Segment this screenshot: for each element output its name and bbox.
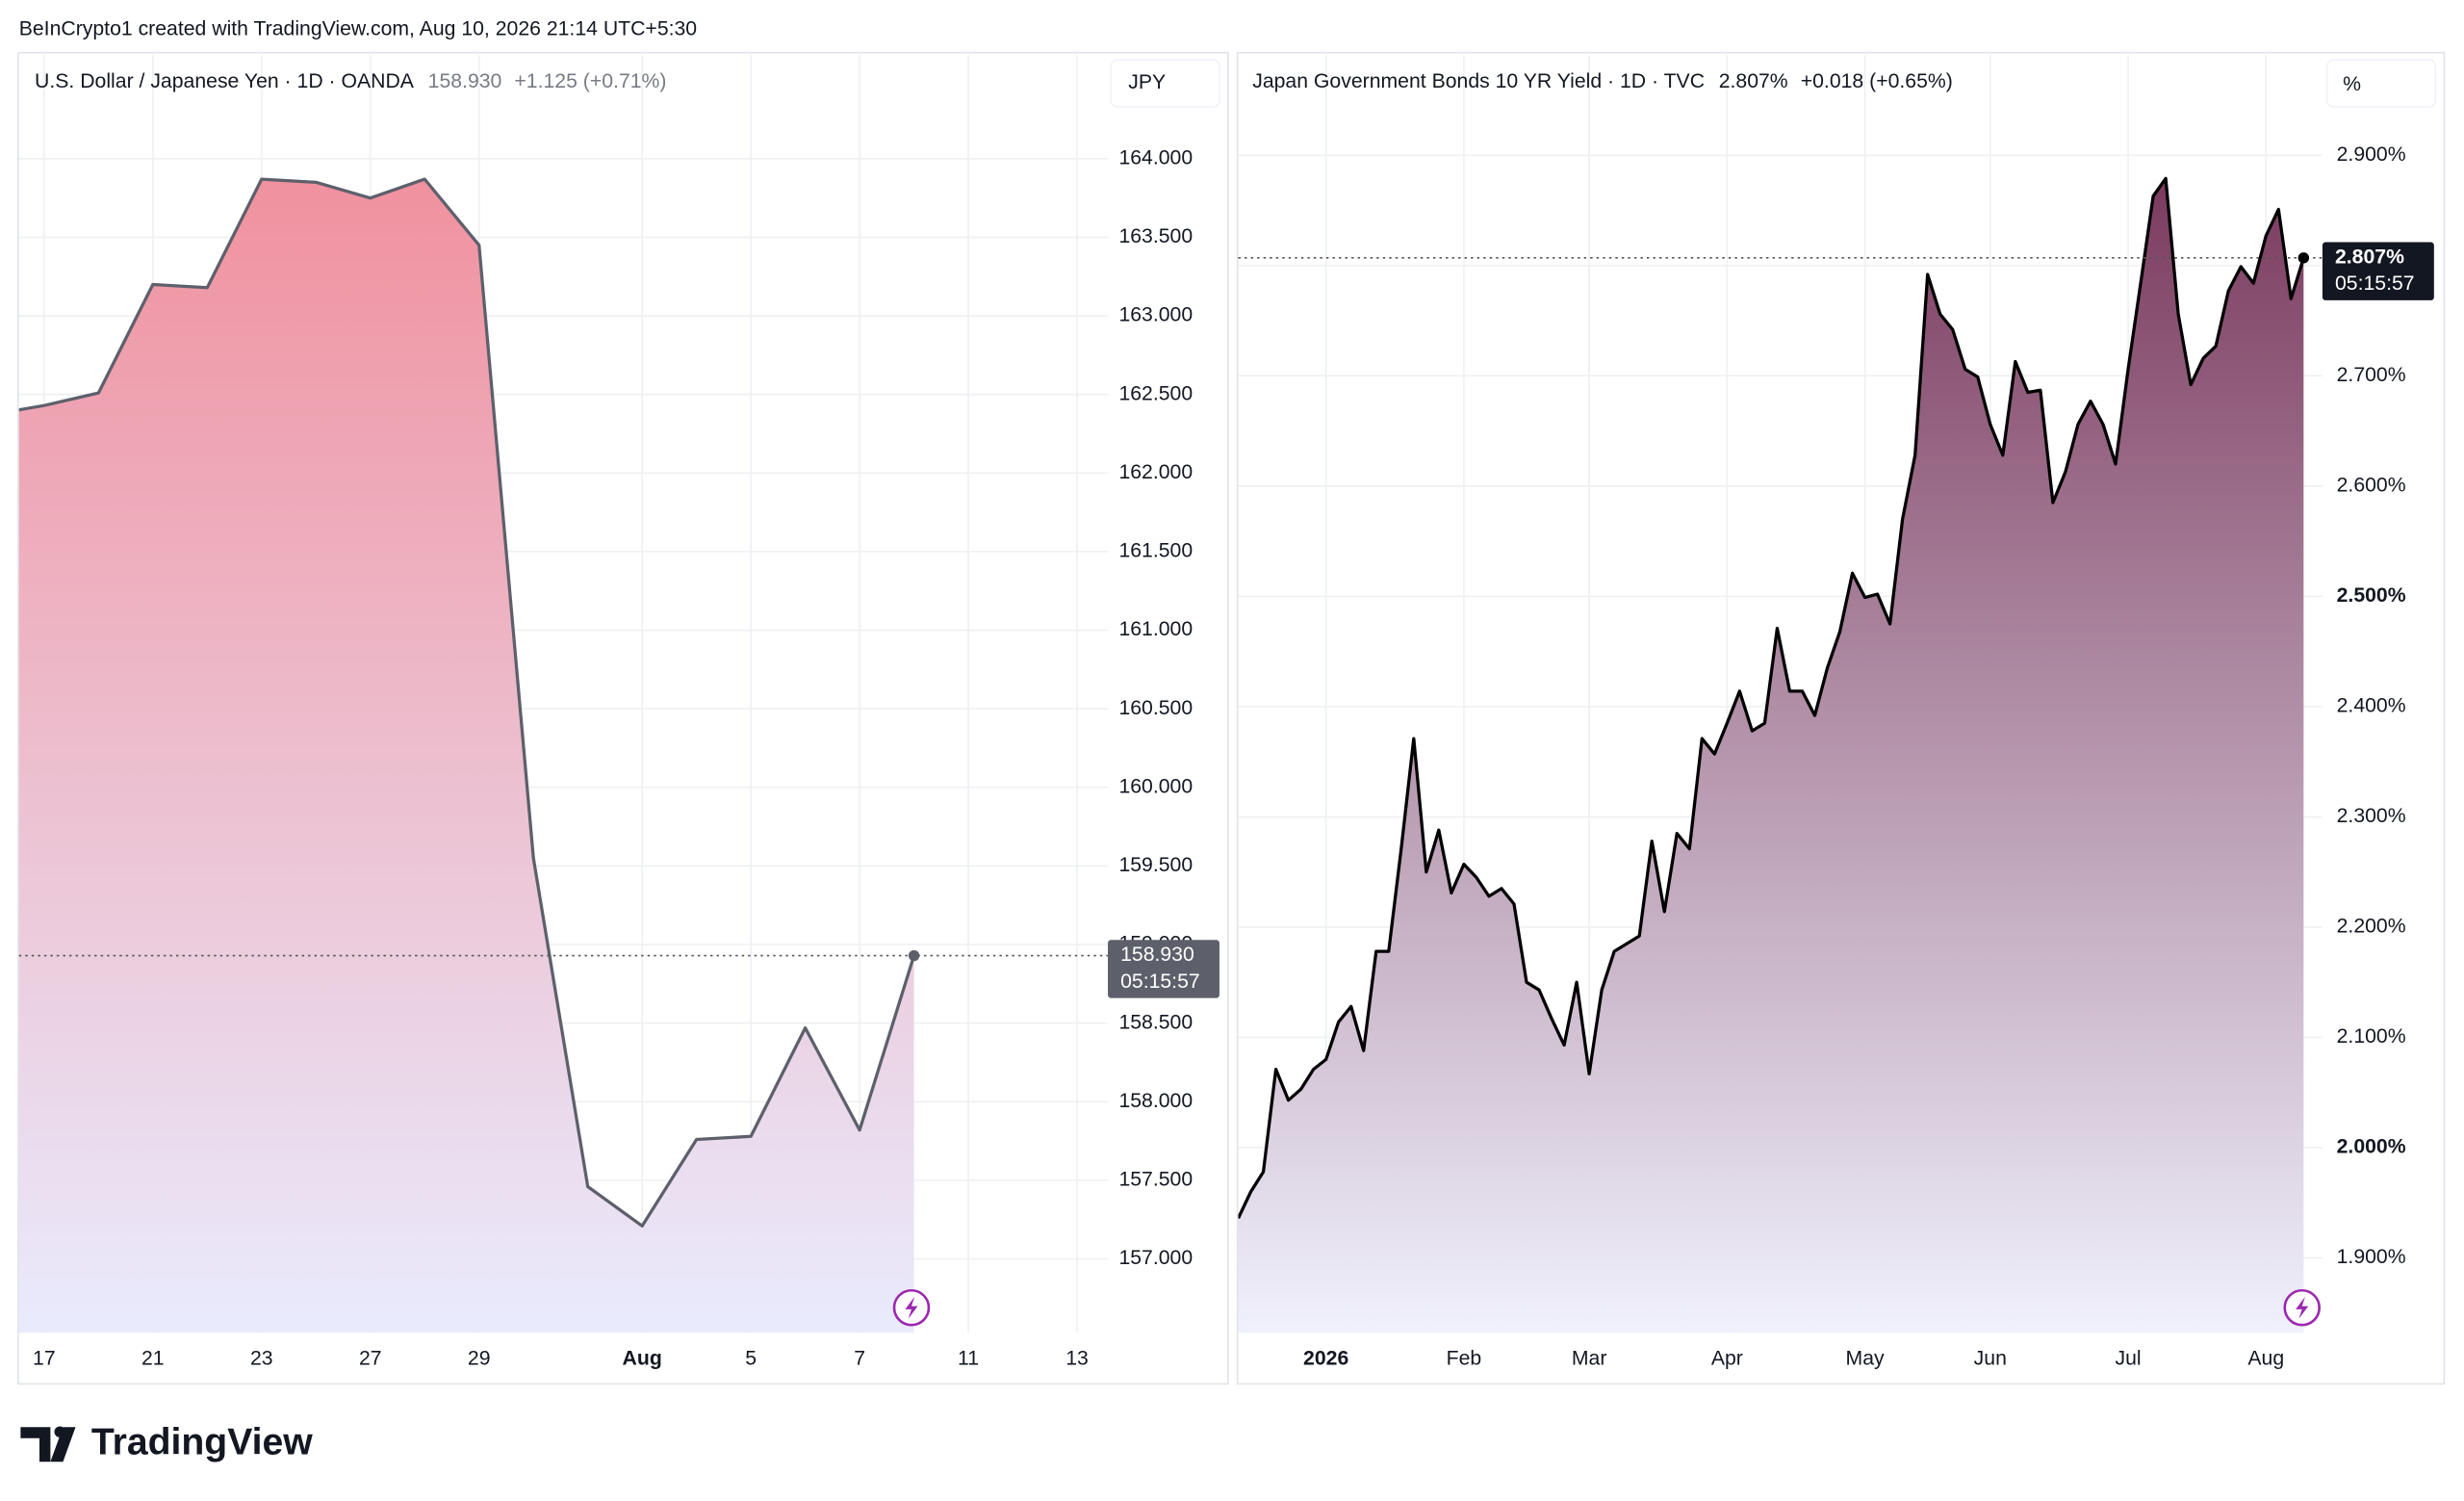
y-tick-label: 2.200% — [2337, 916, 2406, 938]
charts: 157.000157.500158.000158.500159.000159.5… — [18, 55, 2434, 1370]
y-tick-label: 1.900% — [2337, 1246, 2406, 1268]
y-tick-label: 163.500 — [1118, 225, 1193, 247]
symbol-title: U.S. Dollar / Japanese Yen · 1D · OANDA — [35, 69, 415, 91]
change: +0.018 (+0.65%) — [1801, 69, 1953, 91]
last-price-tag — [2322, 242, 2434, 300]
last-price-label: 2.807% — [2335, 246, 2404, 268]
y-tick-label: 161.000 — [1118, 618, 1193, 640]
countdown: 05:15:57 — [1120, 970, 1200, 993]
y-tick-label: 162.000 — [1118, 461, 1193, 483]
y-tick-label: 157.500 — [1118, 1169, 1193, 1191]
symbol-title: Japan Government Bonds 10 YR Yield · 1D … — [1252, 69, 1705, 91]
y-tick-label: 163.000 — [1118, 304, 1193, 326]
unit-button[interactable] — [1110, 59, 1220, 108]
y-tick-label: 162.500 — [1118, 382, 1193, 404]
unit-label[interactable]: JPY — [1128, 71, 1166, 93]
legend-header: U.S. Dollar / Japanese Yen · 1D · OANDA 1… — [35, 69, 666, 91]
x-tick-label: 7 — [854, 1348, 865, 1370]
price-line — [1238, 176, 2305, 1219]
x-tick-label: 23 — [250, 1348, 273, 1370]
y-tick-label: 2.100% — [2337, 1025, 2406, 1048]
x-tick-label: May — [1846, 1348, 1885, 1370]
lightning-icon[interactable] — [892, 1288, 931, 1327]
y-tick-label: 157.000 — [1118, 1247, 1193, 1269]
x-tick-label: Mar — [1572, 1348, 1607, 1370]
y-tick-label: 2.300% — [2337, 805, 2406, 827]
x-tick-label: 13 — [1065, 1348, 1089, 1370]
lightning-icon[interactable] — [2283, 1288, 2321, 1327]
x-tick-label: 27 — [359, 1348, 382, 1370]
y-tick-label: 159.500 — [1118, 854, 1193, 876]
x-tick-label: Jul — [2115, 1348, 2141, 1370]
y-tick-label: 160.500 — [1118, 697, 1193, 719]
y-tick-label: 2.500% — [2337, 584, 2406, 607]
x-tick-label: Aug — [2247, 1348, 2284, 1370]
last-point — [2297, 252, 2310, 264]
y-tick-label: 158.500 — [1118, 1011, 1193, 1033]
y-tick-label: 161.500 — [1118, 540, 1193, 562]
last-price-tag — [1108, 940, 1219, 998]
y-tick-label: 164.000 — [1118, 146, 1193, 168]
x-tick-label: Feb — [1447, 1348, 1482, 1370]
area-fill — [1238, 178, 2304, 1333]
price: 2.807% — [1719, 69, 1788, 91]
price: 158.930 — [428, 69, 502, 91]
last-point — [908, 949, 920, 962]
countdown: 05:15:57 — [2335, 272, 2415, 295]
x-tick-label: 11 — [958, 1348, 979, 1370]
logo-text: TradingView — [91, 1422, 313, 1463]
x-tick-label: Aug — [623, 1348, 662, 1370]
y-tick-label: 2.000% — [2337, 1136, 2406, 1158]
change: +1.125 (+0.71%) — [514, 69, 666, 91]
left-panel — [17, 51, 1229, 1385]
x-tick-label: 21 — [141, 1348, 165, 1370]
x-tick-label: 2026 — [1303, 1348, 1348, 1370]
x-tick-label: Apr — [1711, 1348, 1743, 1370]
y-tick-label: 160.000 — [1118, 775, 1193, 797]
price-line — [18, 177, 916, 1228]
legend-header: Japan Government Bonds 10 YR Yield · 1D … — [1252, 69, 1953, 91]
area-fill — [18, 179, 914, 1333]
x-tick-label: 17 — [33, 1348, 56, 1370]
y-tick-label: 2.700% — [2337, 364, 2406, 386]
last-price-label: 158.930 — [1120, 944, 1194, 966]
unit-button[interactable] — [2326, 59, 2437, 108]
y-tick-label: 2.400% — [2337, 695, 2406, 717]
attribution: BeInCrypto1 created with TradingView.com… — [19, 18, 697, 40]
x-tick-label: 29 — [468, 1348, 491, 1370]
right-panel — [1236, 51, 2446, 1385]
logo-icon-dot — [54, 1426, 65, 1437]
y-tick-label: 2.900% — [2337, 143, 2406, 166]
y-tick-label: 158.000 — [1118, 1090, 1193, 1112]
x-tick-label: 5 — [745, 1348, 757, 1370]
x-tick-label: Jun — [1974, 1348, 2007, 1370]
unit-label[interactable]: % — [2343, 73, 2361, 95]
y-tick-label: 2.600% — [2337, 474, 2406, 496]
